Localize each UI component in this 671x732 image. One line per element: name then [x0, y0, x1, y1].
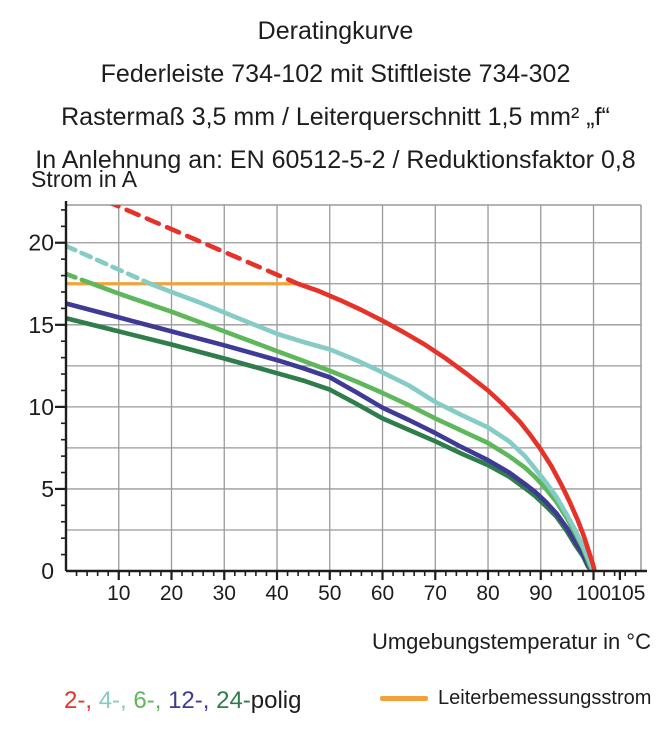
curve-2-polig — [295, 281, 597, 571]
chart-subtitle-standard: In Anlehnung an: EN 60512-5-2 / Reduktio… — [35, 146, 636, 174]
y-tick-labels: 0 5 10 15 20 — [28, 230, 54, 584]
y-tick-5: 5 — [41, 476, 54, 502]
chart-title: Deratingkurve — [257, 17, 414, 45]
rated-current-swatch — [380, 696, 428, 701]
y-tick-0: 0 — [41, 558, 54, 584]
curve-12-polig — [66, 301, 595, 571]
legend-pole-segment: 4-, — [98, 687, 134, 714]
x-tick-20: 20 — [160, 582, 183, 605]
curve-4-polig — [148, 281, 596, 571]
y-axis-label: Strom in A — [31, 166, 138, 192]
x-tick-labels: 10 20 30 40 50 60 70 80 90 100 105 — [107, 582, 645, 605]
x-tick-60: 60 — [371, 582, 394, 605]
x-tick-105: 105 — [610, 582, 645, 605]
curves — [66, 205, 597, 571]
legend-pole-suffix: polig — [250, 687, 302, 714]
chart-subtitle-products: Federleiste 734-102 mit Stiftleiste 734-… — [100, 60, 571, 88]
curve-6-polig — [90, 281, 595, 571]
x-tick-90: 90 — [529, 582, 552, 605]
chart-title-block: Deratingkurve Federleiste 734-102 mit St… — [0, 10, 671, 182]
x-tick-40: 40 — [265, 582, 288, 605]
legend-rated-current: Leiterbemessungsstrom — [380, 687, 651, 710]
curve-4-polig-dashed — [66, 243, 153, 287]
x-tick-70: 70 — [424, 582, 447, 605]
legend-pole-segment: 6-, — [133, 687, 169, 714]
x-tick-50: 50 — [318, 582, 341, 605]
curve-2-polig-dashed — [109, 205, 301, 287]
axes — [55, 201, 647, 580]
legend-pole-segment: 12-, — [168, 687, 217, 714]
x-tick-30: 30 — [213, 582, 236, 605]
legend-pole-segment: 24- — [216, 687, 251, 714]
x-tick-100: 100 — [576, 582, 611, 605]
curve-6-polig-dashed — [66, 271, 95, 287]
y-tick-20: 20 — [28, 230, 54, 256]
rated-current-label: Leiterbemessungsstrom — [438, 687, 652, 709]
x-axis-label: Umgebungstemperatur in °C — [371, 629, 651, 654]
legend-pole-segment: 2-, — [64, 687, 99, 714]
y-tick-15: 15 — [28, 312, 54, 338]
y-tick-10: 10 — [28, 394, 54, 420]
x-tick-80: 80 — [476, 582, 499, 605]
chart-subtitle-spec: Rastermaß 3,5 mm / Leiterquerschnitt 1,5… — [61, 103, 610, 131]
x-tick-10: 10 — [107, 582, 130, 605]
legend-pole-counts: 2-, 4-, 6-, 12-, 24-polig — [64, 687, 302, 715]
